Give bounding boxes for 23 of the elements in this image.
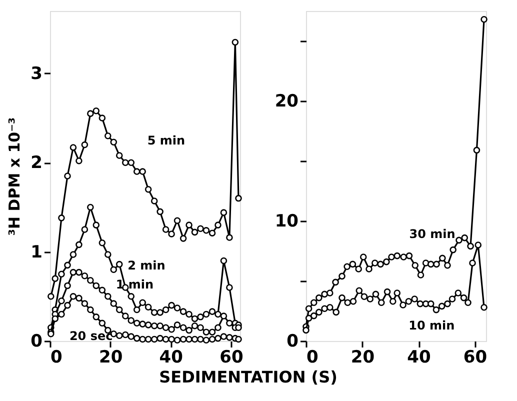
- series-label: 2 min: [128, 258, 166, 273]
- x-tick-label: 0: [306, 348, 318, 368]
- x-tick-label: 0: [50, 348, 62, 368]
- series-label: 5 min: [147, 134, 186, 148]
- series-label: 1 min: [116, 277, 154, 292]
- x-tick-label: 40: [407, 348, 431, 368]
- y-tick-label: 1: [30, 242, 42, 262]
- y-tick-label: 0: [286, 332, 299, 352]
- x-axis-title: SEDIMENTATION (S): [159, 368, 338, 386]
- series-label: 10 min: [408, 318, 455, 332]
- y-tick-label: 0: [30, 332, 43, 352]
- series-label: 20 sec: [69, 329, 113, 344]
- x-tick-label: 20: [98, 348, 123, 368]
- series-label: 30 min: [409, 226, 456, 241]
- y-axis-title: ³H DPM x 10⁻³: [6, 117, 24, 236]
- x-tick-label: 40: [159, 348, 184, 368]
- y-tick-label: 3: [30, 64, 42, 84]
- y-tick-label: 20: [274, 92, 299, 112]
- x-tick-label: 60: [220, 348, 244, 368]
- x-tick-label: 60: [463, 348, 488, 368]
- y-tick-label: 2: [30, 153, 42, 174]
- x-tick-label: 20: [350, 348, 375, 368]
- y-tick-label: 10: [274, 212, 299, 232]
